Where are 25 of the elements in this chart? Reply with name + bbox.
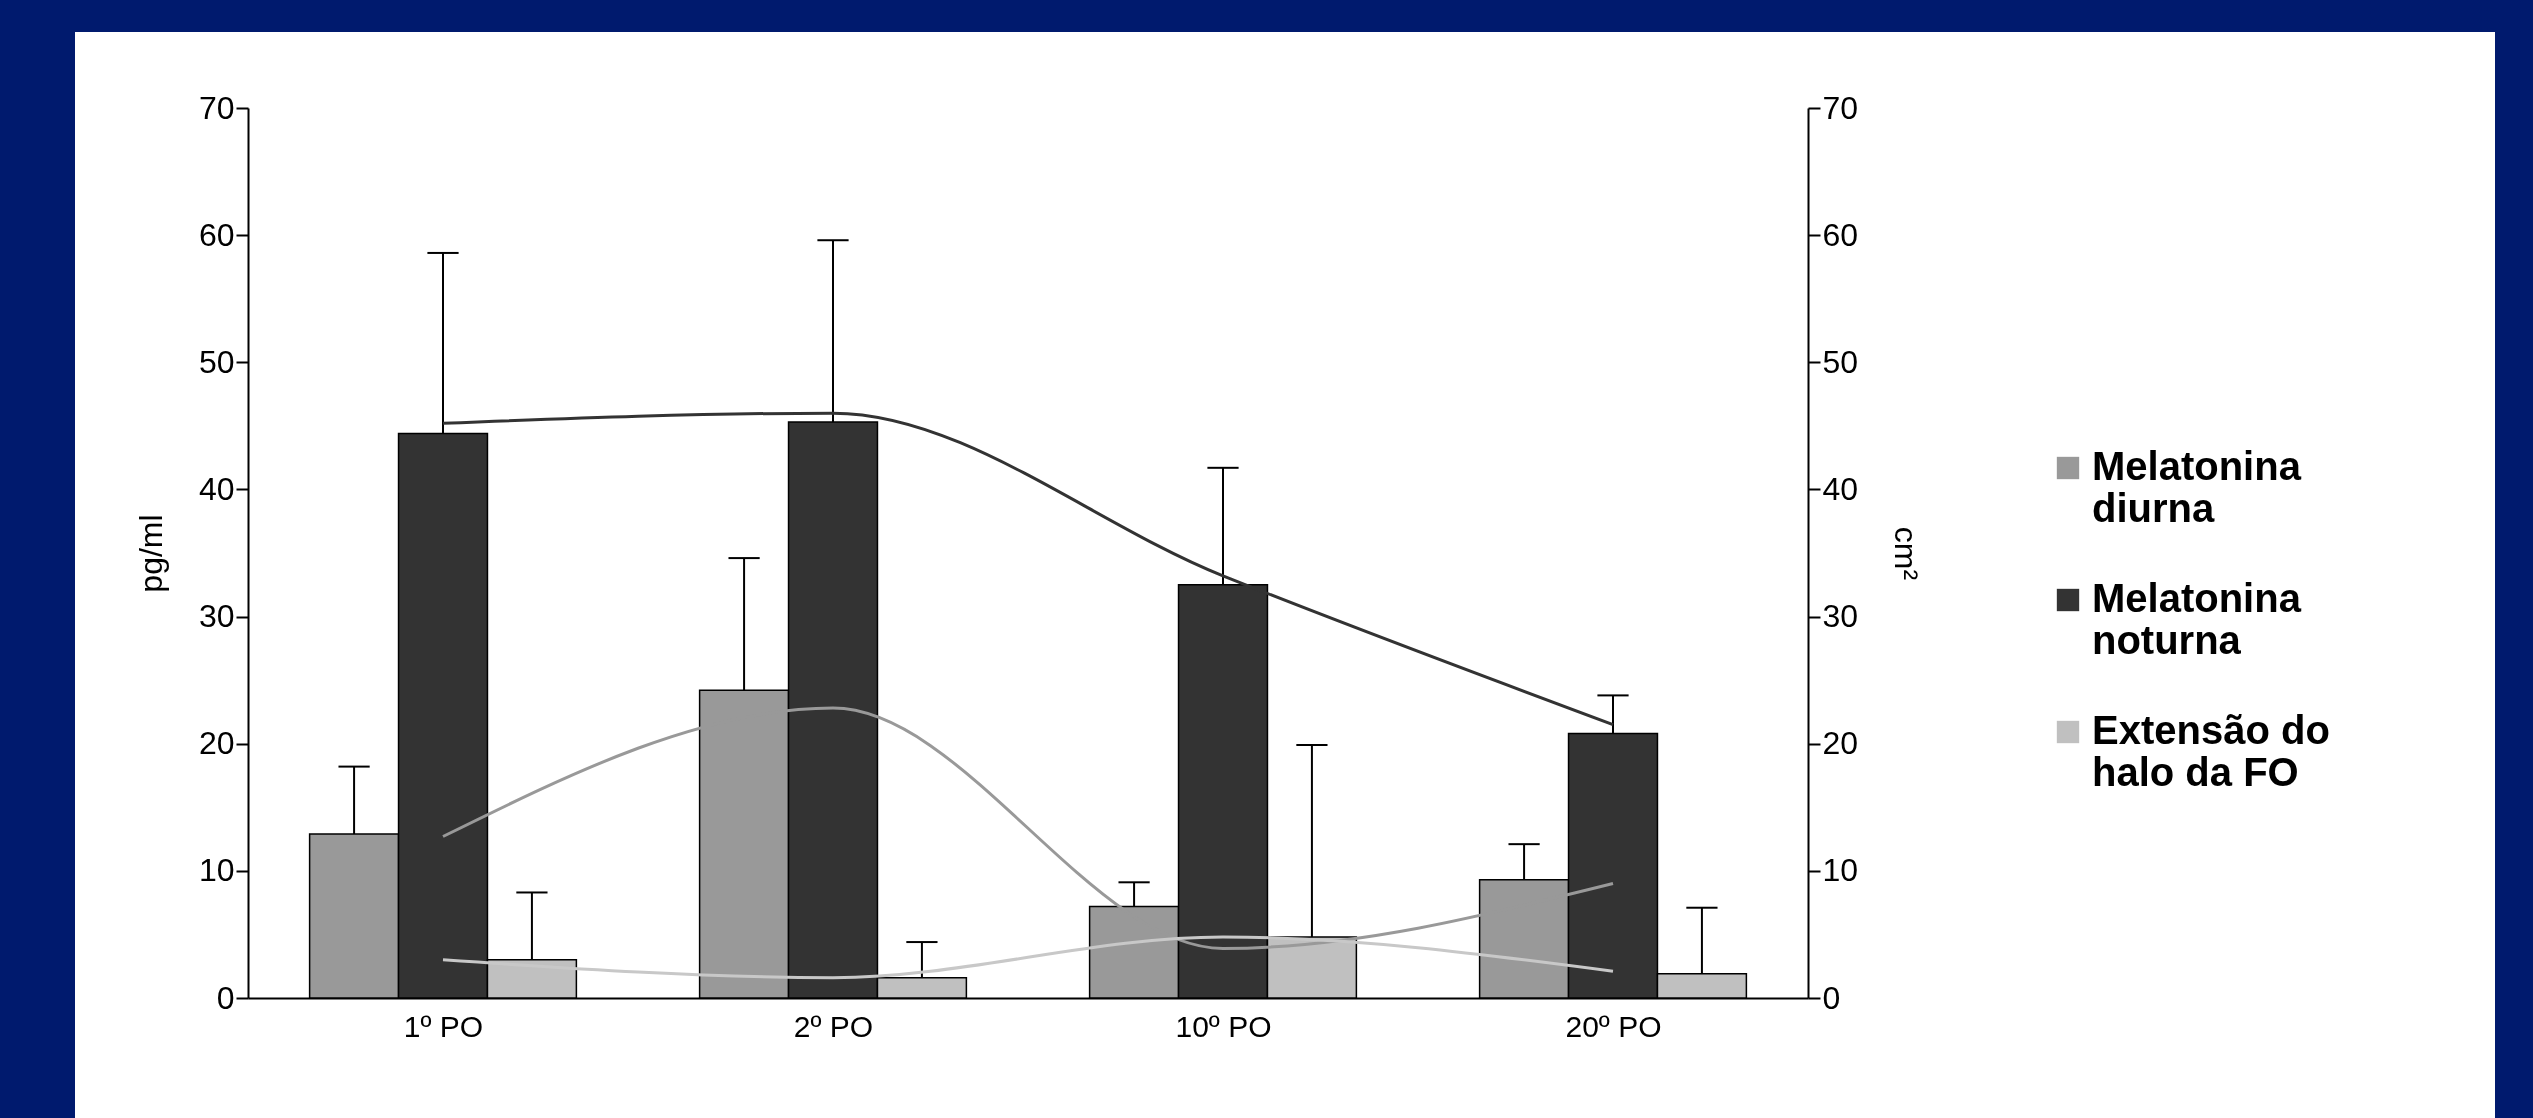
y2-tick-label: 30 [1822, 598, 1859, 635]
y-tick-label: 70 [198, 89, 235, 126]
x-tick-label: 20º PO [1565, 1009, 1662, 1043]
legend-label: Melatonina diurna [2092, 444, 2302, 530]
y-tick-label: 0 [216, 979, 235, 1016]
x-tick-label: 10º PO [1175, 1009, 1272, 1043]
y2-tick-label: 20 [1822, 725, 1859, 762]
x-tick-label: 1º PO [403, 1009, 484, 1043]
y2-tick-label: 40 [1822, 470, 1859, 507]
legend-label: Melatonina noturna [2092, 576, 2302, 662]
y-tick-label: 10 [198, 852, 235, 889]
y2-axis-title: cm² [1888, 526, 1925, 581]
y-tick-label: 50 [198, 343, 235, 380]
y2-tick-label: 60 [1822, 216, 1859, 253]
y2-tick-label: 50 [1822, 343, 1859, 380]
x-tick-label: 2º PO [793, 1009, 874, 1043]
y2-tick-label: 70 [1822, 89, 1859, 126]
y-tick-label: 40 [198, 470, 235, 507]
y-axis-title: pg/ml [132, 514, 169, 593]
legend-label: Extensão do halo da FO [2092, 708, 2330, 794]
y-tick-label: 30 [198, 598, 235, 635]
y-tick-label: 60 [198, 216, 235, 253]
y2-tick-label: 0 [1822, 979, 1841, 1016]
y-tick-label: 20 [198, 725, 235, 762]
y2-tick-label: 10 [1822, 852, 1859, 889]
